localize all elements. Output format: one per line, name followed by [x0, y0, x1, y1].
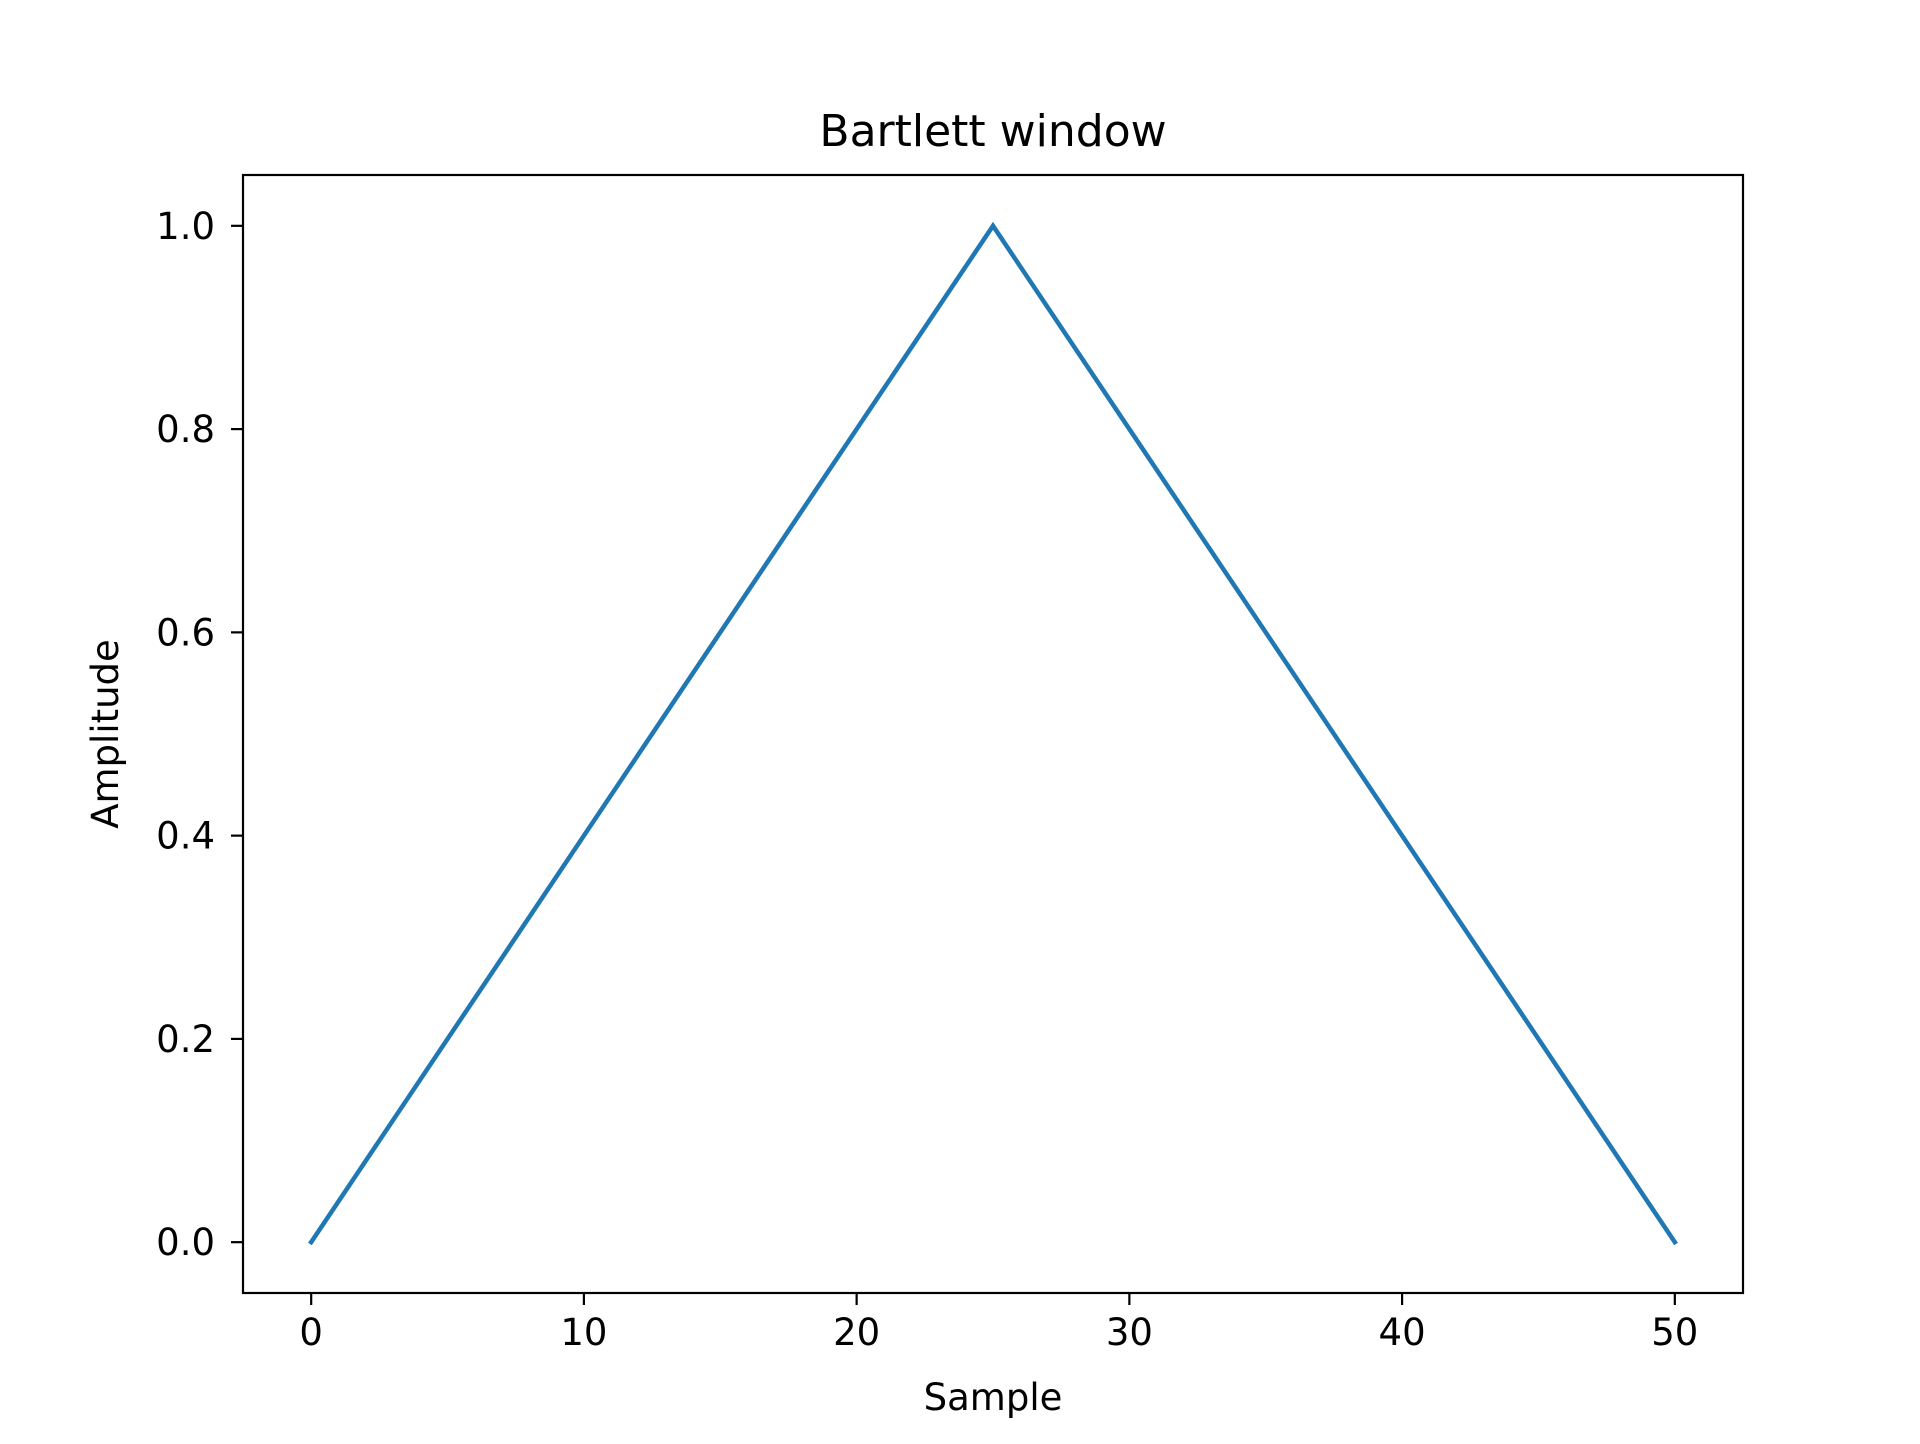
plot-frame [241, 173, 1745, 1295]
y-tick-label: 0.8 [156, 408, 215, 451]
x-tick-label: 10 [560, 1311, 607, 1354]
x-tick-label: 20 [833, 1311, 880, 1354]
x-tick-label: 30 [1106, 1311, 1153, 1354]
x-axis: 0 10 20 30 40 50 [299, 1293, 1698, 1354]
x-tick-label: 50 [1651, 1311, 1698, 1354]
y-tick-label: 0.4 [156, 815, 215, 858]
series-line-0 [308, 221, 1678, 1246]
y-tick-label: 0.6 [156, 611, 215, 654]
y-axis-label: Amplitude [84, 639, 127, 829]
x-tick-label: 0 [299, 1311, 323, 1354]
chart-title: Bartlett window [819, 106, 1166, 157]
y-axis: 0.0 0.2 0.4 0.6 0.8 1.0 [156, 205, 243, 1264]
y-tick-label: 0.2 [156, 1018, 215, 1061]
x-axis-label: Sample [924, 1376, 1063, 1419]
series-layer [308, 221, 1678, 1246]
x-tick-label: 40 [1379, 1311, 1426, 1354]
y-tick-label: 1.0 [156, 205, 215, 248]
y-tick-label: 0.0 [156, 1221, 215, 1264]
